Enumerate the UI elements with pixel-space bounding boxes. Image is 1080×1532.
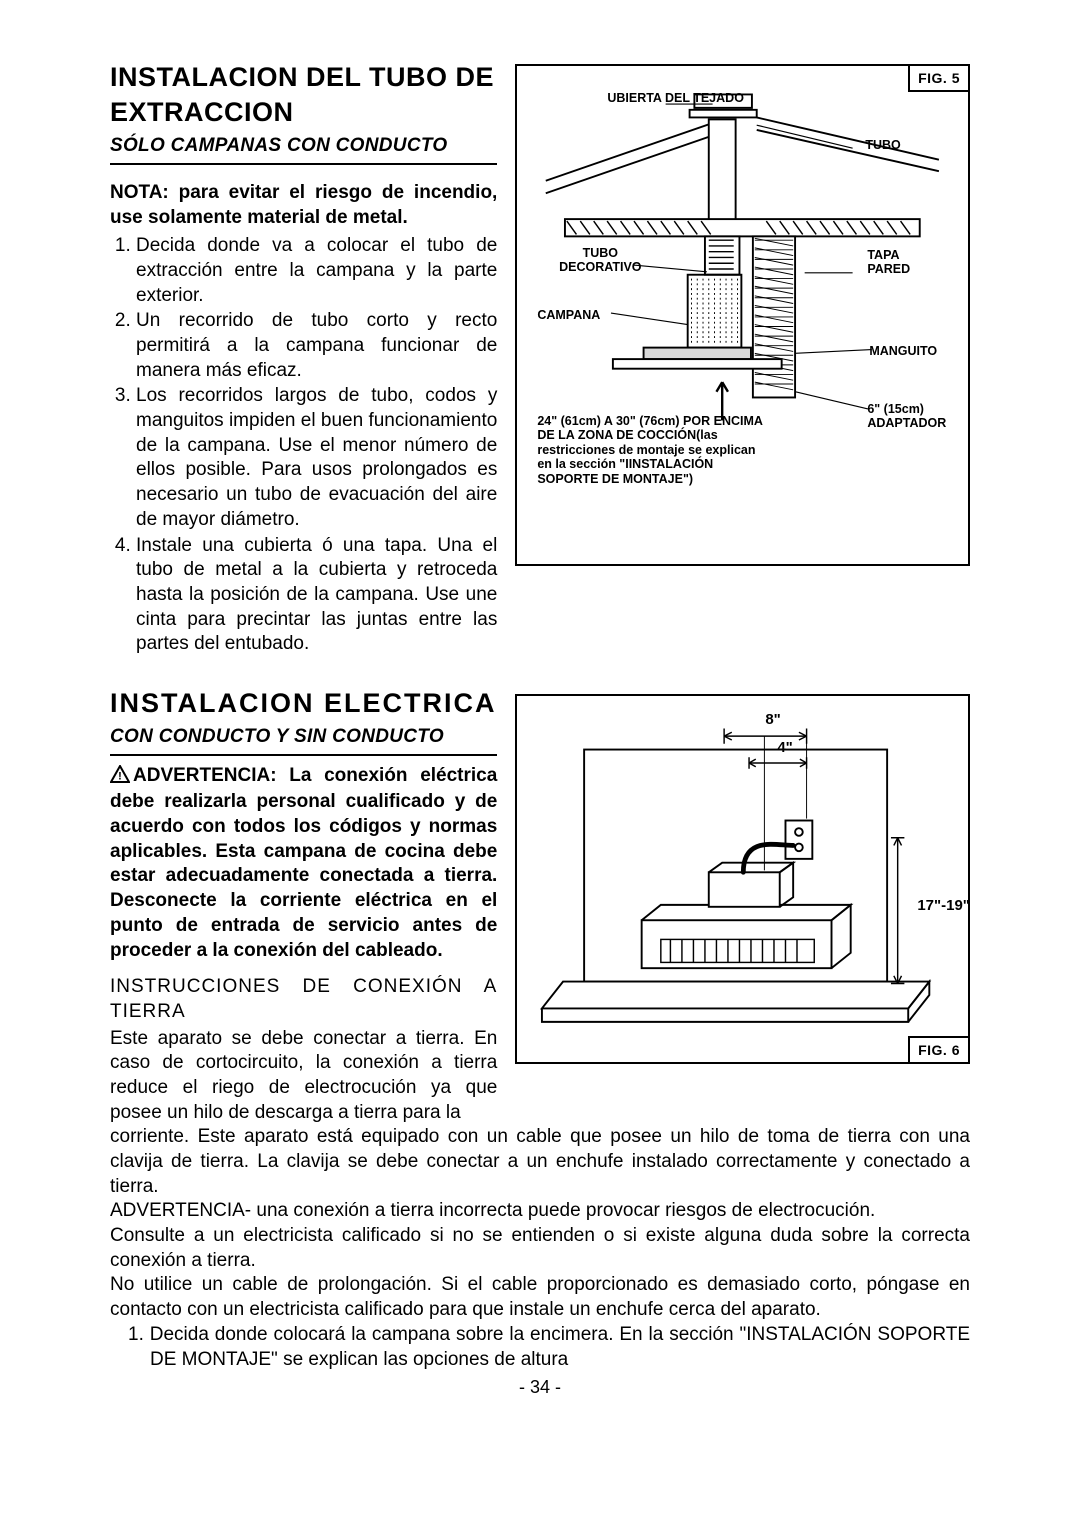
section2-row: INSTALACION ELECTRICA CON CONDUCTO Y SIN… bbox=[110, 686, 970, 1125]
list-item: Instale una cubierta ó una tapa. Una el … bbox=[136, 534, 497, 657]
fig5-lbl-tapa: TAPA PARED bbox=[867, 248, 931, 277]
body-para: corriente. Este aparato está equipado co… bbox=[110, 1125, 970, 1199]
list-item: Decida donde va a colocar el tubo de ext… bbox=[136, 234, 497, 308]
fig5-lbl-manguito: MANGUITO bbox=[869, 344, 937, 358]
fig6-label: FIG. 6 bbox=[908, 1036, 968, 1062]
page-number: - 34 - bbox=[110, 1376, 970, 1399]
section2-left: INSTALACION ELECTRICA CON CONDUCTO Y SIN… bbox=[110, 686, 497, 1125]
section2-advertencia: ! ADVERTENCIA: La conexión eléctrica deb… bbox=[110, 764, 497, 964]
section1-subhead: SÓLO CAMPANAS CON CONDUCTO bbox=[110, 134, 497, 159]
grounding-body-left: Este aparato se debe conectar a tierra. … bbox=[110, 1027, 497, 1126]
advertencia-text: ADVERTENCIA: La conexión eléctrica debe … bbox=[110, 765, 497, 961]
fig6-dim-8: 8" bbox=[765, 710, 780, 730]
section1-right: FIG. 5 bbox=[515, 60, 970, 658]
fig6-svg bbox=[517, 696, 968, 1062]
section1-rule bbox=[110, 163, 497, 165]
fig5-label: FIG. 5 bbox=[908, 66, 968, 92]
fig6-dim-4: 4" bbox=[777, 738, 792, 758]
fig6-dim-17: 17"-19" bbox=[917, 896, 970, 916]
grounding-title: INSTRUCCIONES DE CONEXIÓN A TIERRA bbox=[110, 975, 497, 1024]
fig5-lbl-ubierta: UBIERTA DEL TEJADO bbox=[607, 91, 744, 105]
section1-row: INSTALACION DEL TUBO DE EXTRACCION SÓLO … bbox=[110, 60, 970, 658]
body-para: ADVERTENCIA- una conexión a tierra incor… bbox=[110, 1199, 970, 1224]
figure-5: FIG. 5 bbox=[515, 64, 970, 566]
section2-subhead: CON CONDUCTO Y SIN CONDUCTO bbox=[110, 725, 497, 750]
section2-title: INSTALACION ELECTRICA bbox=[110, 686, 497, 721]
section2-item1: 1. Decida donde colocará la campana sobr… bbox=[110, 1323, 970, 1372]
section2-right: FIG. 6 bbox=[515, 686, 970, 1125]
page: INSTALACION DEL TUBO DE EXTRACCION SÓLO … bbox=[0, 0, 1080, 1430]
body-para: No utilice un cable de prolongación. Si … bbox=[110, 1273, 970, 1322]
fig5-lbl-campana: CAMPANA bbox=[537, 308, 600, 322]
section1-left: INSTALACION DEL TUBO DE EXTRACCION SÓLO … bbox=[110, 60, 497, 658]
section1-list: Decida donde va a colocar el tubo de ext… bbox=[110, 234, 497, 657]
svg-text:!: ! bbox=[118, 770, 122, 782]
section1-nota: NOTA: para evitar el riesgo de incendio,… bbox=[110, 181, 497, 230]
list-item: Un recorrido de tubo corto y recto permi… bbox=[136, 309, 497, 383]
section1-title: INSTALACION DEL TUBO DE EXTRACCION bbox=[110, 60, 497, 130]
figure-6: FIG. 6 bbox=[515, 694, 970, 1064]
section2-rule bbox=[110, 754, 497, 756]
fig5-lbl-tubo: TUBO bbox=[865, 138, 900, 152]
fig5-lbl-adaptador: 6" (15cm) ADAPTADOR bbox=[867, 402, 965, 431]
fig5-lbl-dist: 24" (61cm) A 30" (76cm) POR ENCIMA DE LA… bbox=[537, 414, 767, 486]
body-para: Consulte a un electricista calificado si… bbox=[110, 1224, 970, 1273]
section2-body-full: corriente. Este aparato está equipado co… bbox=[110, 1125, 970, 1323]
list-item: Los recorridos largos de tubo, codos y m… bbox=[136, 384, 497, 532]
warning-icon: ! bbox=[110, 765, 130, 791]
fig5-lbl-tubodeco: TUBO DECORATIVO bbox=[545, 246, 655, 275]
